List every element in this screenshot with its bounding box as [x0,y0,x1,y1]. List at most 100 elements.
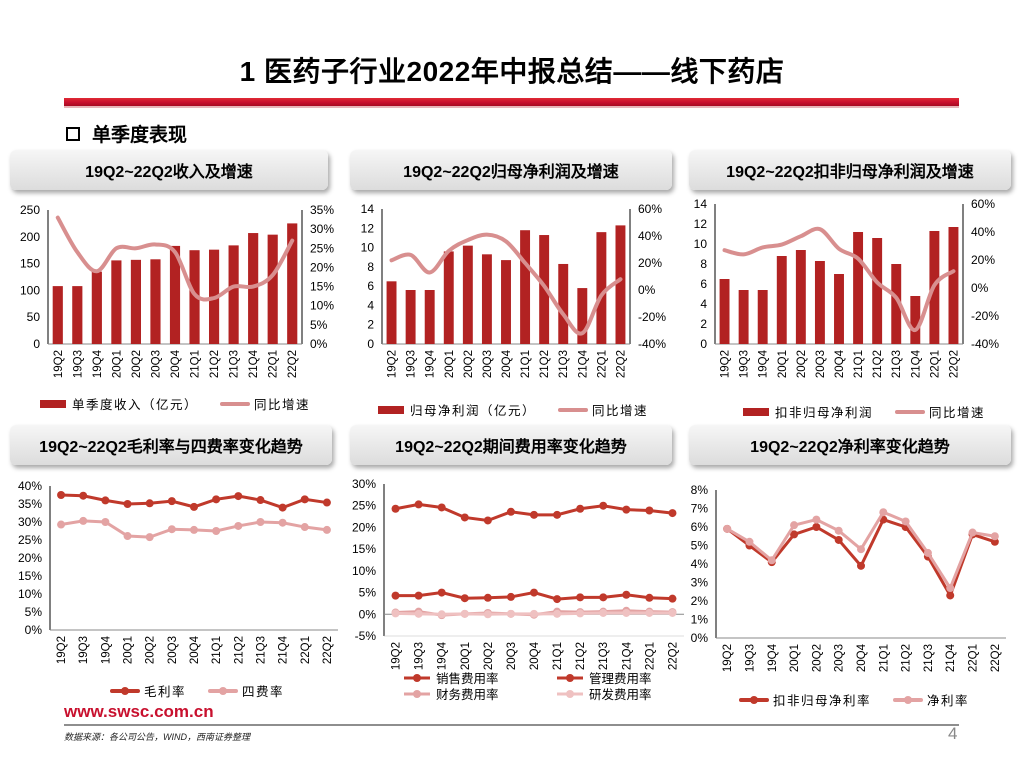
c5-point [553,510,562,519]
c4-point [256,518,265,526]
c2-ytick-left: 10 [361,241,375,255]
c6-ytick-left: 8% [691,483,709,497]
c5-point [645,608,654,617]
c5-point [506,507,515,516]
c5-legend-label: 管理费用率 [589,671,652,686]
c4-point [79,516,88,525]
c6-xtick: 20Q1 [789,644,801,672]
c3-xtick: 21Q3 [891,350,903,378]
c5-point [391,591,400,600]
c4-legend-label: 四费率 [242,684,284,699]
c4-xtick: 21Q1 [211,636,223,664]
c3-bar [853,232,864,344]
c3-ytick-right: 40% [971,225,995,239]
c2-xtick: 22Q2 [615,350,627,378]
c1-legend-label: 同比增速 [254,397,310,412]
c6-point [990,532,999,541]
c1-bar [228,245,239,344]
c1-bar [150,259,161,344]
c5-xtick: 21Q2 [575,642,587,670]
c5-point [530,510,538,519]
c5-ytick-left: 10% [352,564,376,578]
c6-xtick: 21Q1 [878,644,890,672]
c3-xtick: 19Q4 [758,349,770,378]
c6-point [767,556,776,565]
footer-url[interactable]: www.swsc.com.cn [64,702,214,721]
c6-point [879,508,888,517]
c2-bar [481,254,492,344]
c3-ytick-right: 20% [971,253,995,267]
c3-ytick-left: 14 [694,197,708,211]
c2-bar [615,225,626,344]
c5-legend-label: 销售费用率 [436,671,499,686]
c5-legend-label: 财务费用率 [436,687,499,702]
checkbox-square-icon [66,126,80,141]
c5-xtick: 22Q2 [667,642,679,670]
c5-point [437,610,446,619]
c6-xtick: 19Q2 [722,644,734,672]
c5-point [576,609,585,618]
c6-point [901,517,910,526]
c6-ytick-left: 2% [691,594,709,608]
c2-ytick-left: 4 [367,298,374,312]
c5-point [460,609,469,618]
c3-xtick: 22Q1 [929,350,941,378]
c4-point [278,518,287,527]
c3-ytick-right: -20% [971,309,999,323]
c6-point [745,537,754,546]
c2-series-line [389,232,623,336]
panel-title-c4: 19Q2~22Q2毛利率与四费率变化趋势 [10,425,332,465]
c4-point [234,521,243,530]
c3-ytick-right: 0% [971,281,989,295]
c1-bar [111,260,122,344]
c3-ytick-left: 10 [694,237,708,251]
c4-point [212,495,221,504]
c6-xtick: 20Q3 [834,644,846,672]
c1-ytick-right: 35% [310,203,334,217]
c4-point [101,496,110,505]
c6-point [790,530,799,539]
c1-ytick-right: 25% [310,241,334,255]
c3-bar [910,296,921,344]
c3-xtick: 19Q2 [720,350,732,378]
c4-legend-marker [121,687,129,695]
c2-bar [539,235,550,344]
c4-point [167,525,176,534]
c5-point [506,592,515,601]
c5-point [460,594,469,603]
c3-ytick-right: 60% [971,197,995,211]
c3-xtick: 20Q2 [796,350,808,378]
c5-point [622,608,631,617]
c6-point [834,535,843,544]
c1-xtick: 22Q1 [268,350,280,378]
section-heading: 单季度表现 [66,120,187,147]
c2-ytick-left: 6 [367,279,374,293]
c4-point [322,498,331,507]
c1-ytick-left: 150 [20,257,40,271]
c6-legend-marker [750,696,758,704]
c2-xtick: 19Q3 [406,350,418,378]
c4-point [190,525,198,534]
c5-point [645,506,654,515]
page-number: 4 [948,724,958,743]
c2-xtick: 20Q1 [444,350,456,378]
c5-point [483,610,492,619]
c4-xtick: 22Q2 [322,636,334,664]
c4-xtick: 20Q4 [189,635,201,664]
c5-point [599,608,608,617]
panel-title-c5: 19Q2~22Q2期间费用率变化趋势 [350,425,672,465]
c5-ytick-left: 20% [352,520,376,534]
c3-xtick: 19Q3 [739,350,751,378]
c2-ytick-left: 14 [361,202,375,216]
c5-point [391,609,400,618]
c1-ytick-right: 5% [310,318,328,332]
c6-xtick: 20Q4 [856,643,868,672]
c1-xtick: 21Q3 [229,350,241,378]
c1-series-line [55,215,295,302]
c5-point [414,500,423,509]
c2-xtick: 20Q2 [463,350,475,378]
c2-ytick-right: -40% [638,337,666,351]
c4-point [256,496,265,505]
c5-legend-marker [566,674,574,682]
